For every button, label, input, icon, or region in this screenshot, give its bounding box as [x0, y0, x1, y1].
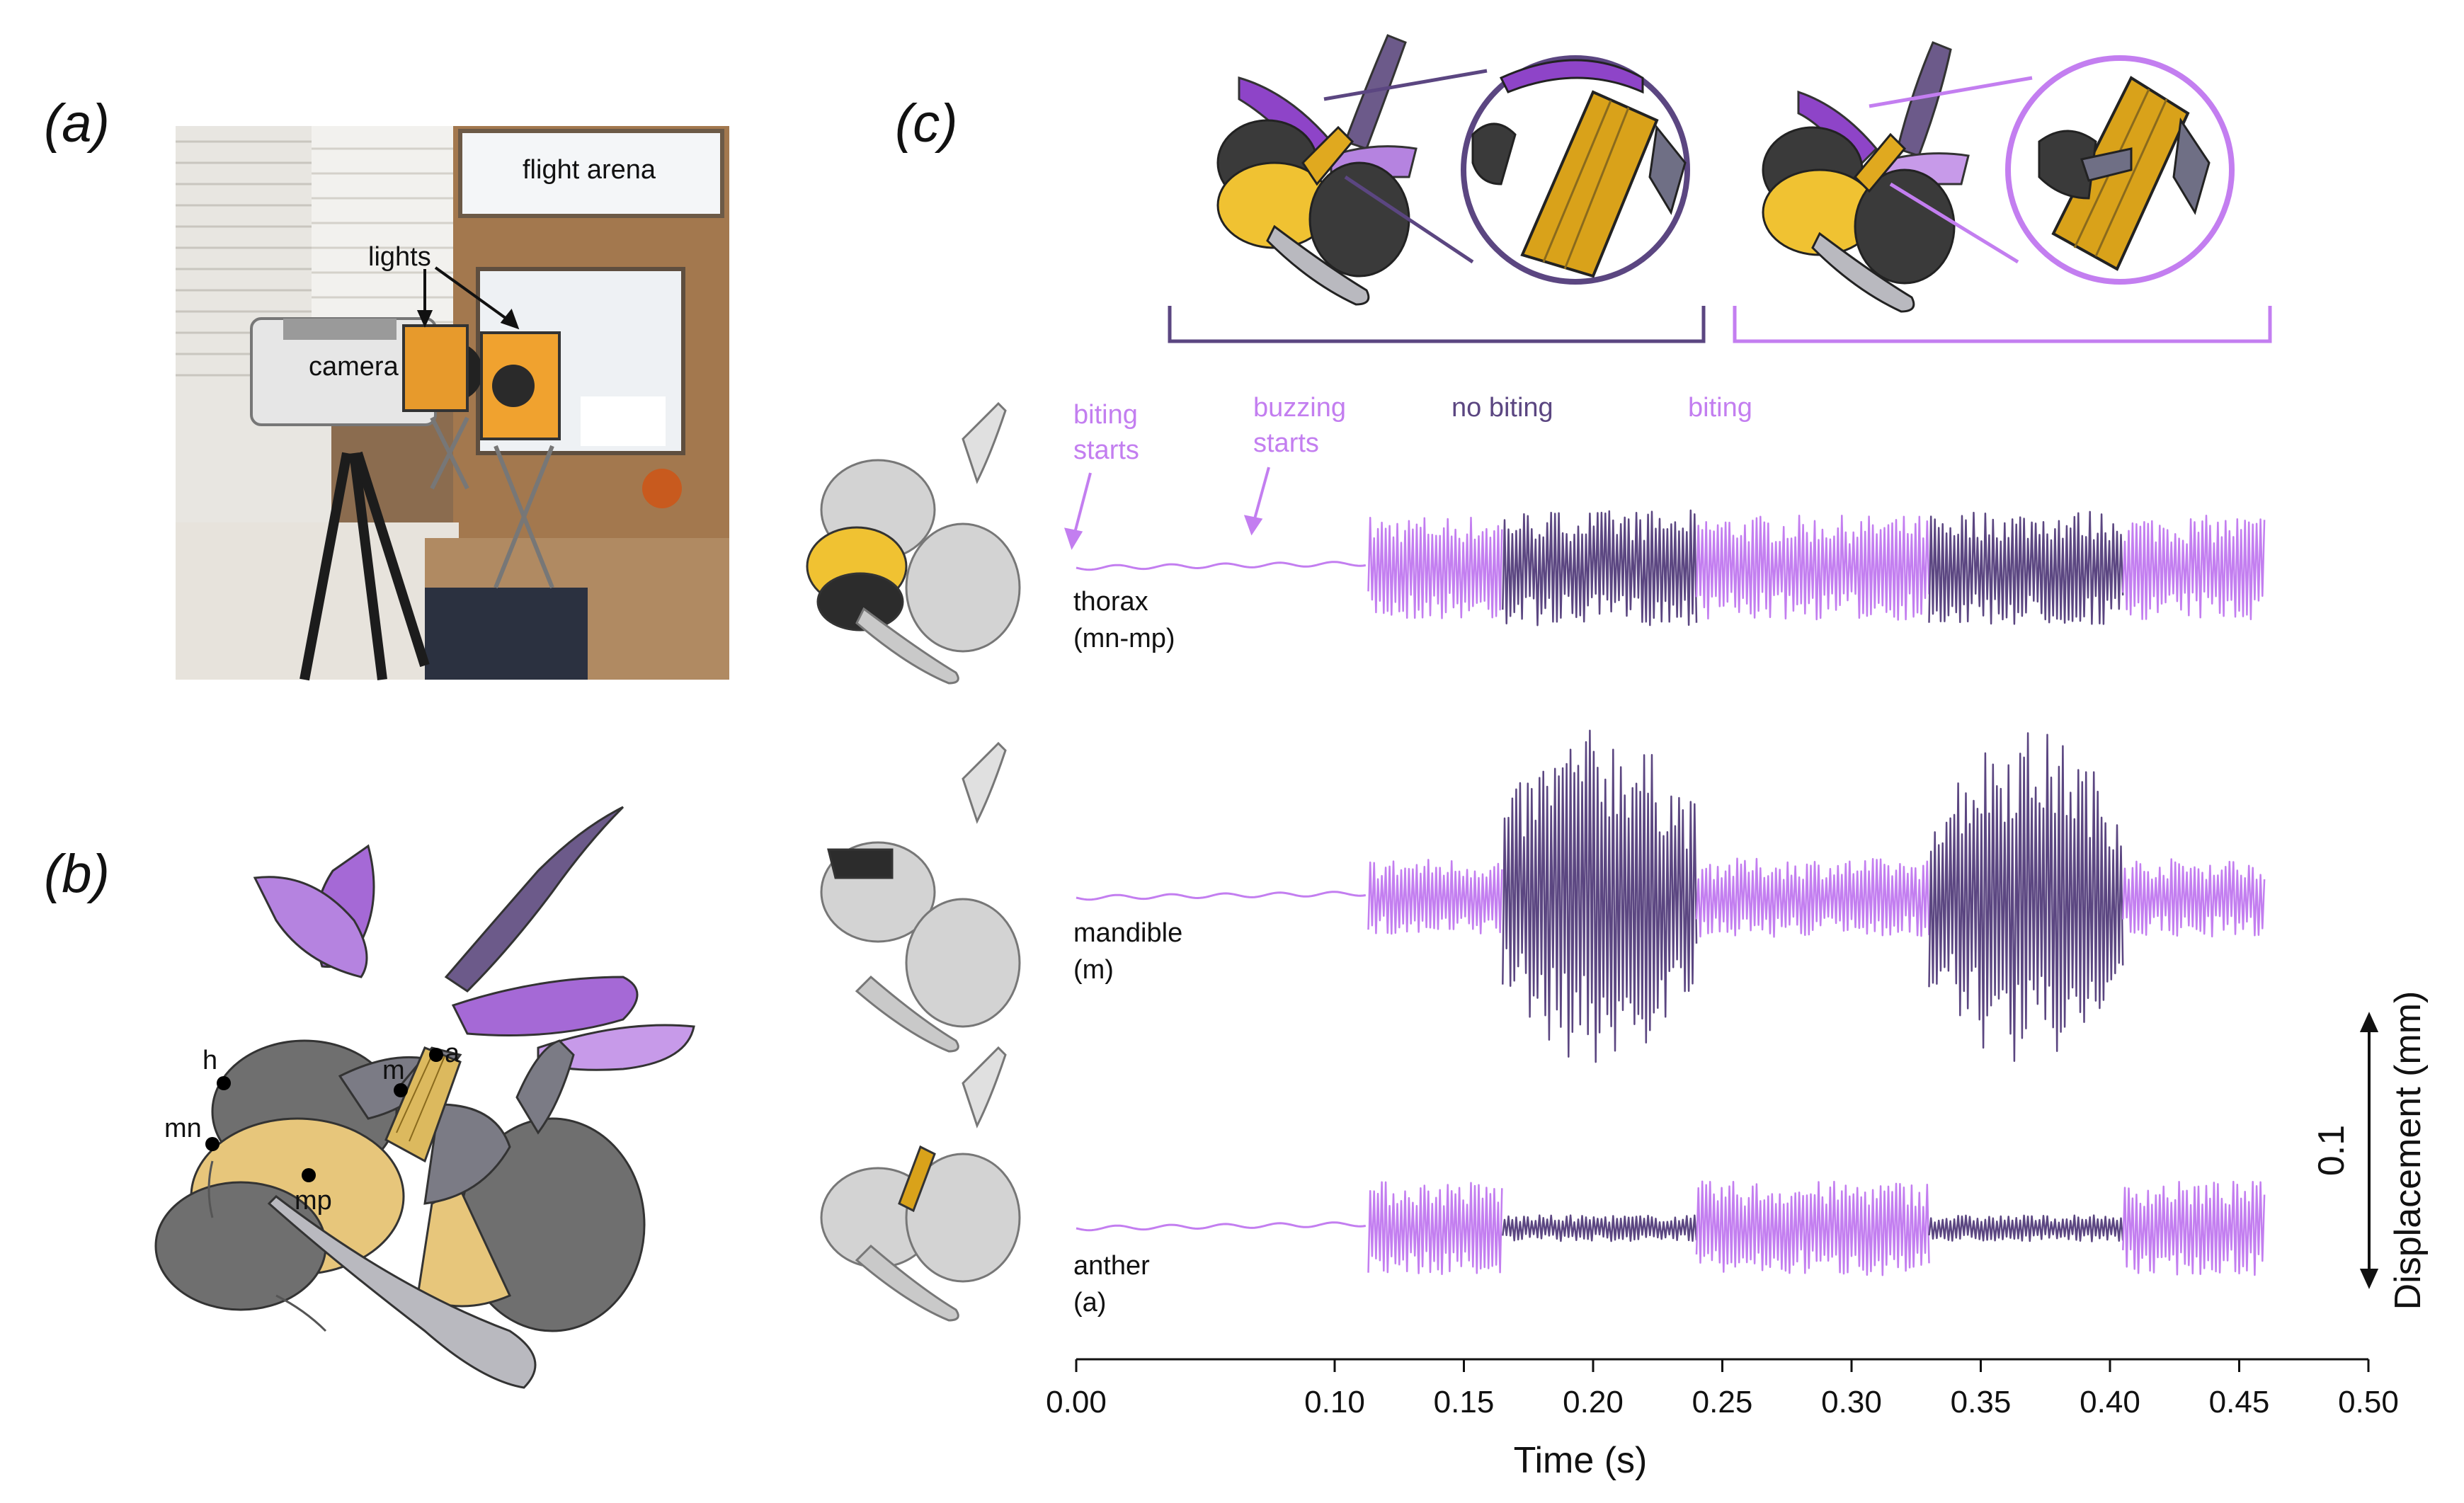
- panel-label-b: (b): [44, 844, 110, 904]
- trace-mandible-no-biting: [1502, 729, 1698, 1063]
- x-axis: 0.00 0.10 0.15 0.20 0.25 0.30 0.35 0.40 0.45 0.50: [1046, 1358, 2399, 1419]
- x-tick-label: 0.15: [1434, 1385, 1495, 1419]
- displacement-traces: [1076, 509, 2266, 1276]
- point-label-a: a: [445, 1039, 460, 1068]
- annotation-biting-starts-line2: starts: [1073, 435, 1139, 465]
- x-tick-label: 0.40: [2080, 1385, 2140, 1419]
- trace-thorax-pre-buzz: [1076, 561, 1367, 571]
- trace-thorax-biting: [2122, 515, 2266, 621]
- bee-on-flower-illustration: [154, 806, 695, 1389]
- label-camera: camera: [309, 352, 399, 382]
- x-tick-label: 0.30: [1821, 1385, 1882, 1419]
- annotation-arrows: [1064, 467, 1270, 550]
- x-tick-label: 0.20: [1563, 1385, 1624, 1419]
- x-tick-label: 0.50: [2338, 1385, 2399, 1419]
- mandible-icon: [820, 741, 1021, 1053]
- series-label-thorax: thorax: [1073, 587, 1148, 617]
- trace-thorax-biting: [1367, 516, 1503, 619]
- label-biting: biting: [1688, 393, 1752, 423]
- x-tick-label: 0.35: [1951, 1385, 2012, 1419]
- x-tick-label: 0.45: [2209, 1385, 2270, 1419]
- trace-mandible-biting: [2122, 858, 2266, 938]
- panel-label-c: (c): [895, 93, 958, 154]
- point-label-mp: mp: [295, 1186, 332, 1216]
- annotation-buzzing-starts-line1: buzzing: [1253, 393, 1346, 423]
- trace-anther-no-biting: [1502, 1214, 1698, 1242]
- series-sub-anther: (a): [1073, 1288, 1106, 1318]
- trace-anther-biting: [2122, 1180, 2266, 1276]
- thorax-icon: [806, 401, 1021, 685]
- series-label-anther: anther: [1073, 1251, 1150, 1281]
- label-lights: lights: [368, 242, 431, 272]
- point-label-mn: mn: [164, 1114, 202, 1143]
- trace-mandible-biting: [1367, 859, 1503, 935]
- label-flight-arena: flight arena: [523, 155, 656, 185]
- series-label-mandible: mandible: [1073, 918, 1182, 948]
- annotation-biting-starts-line1: biting: [1073, 400, 1138, 430]
- x-axis-title: Time (s): [1514, 1440, 1648, 1481]
- no-biting-illustration: [1216, 34, 1690, 306]
- y-axis-title: Displacement (mm): [2388, 991, 2429, 1310]
- trace-anther-pre-buzz: [1076, 1221, 1367, 1232]
- scale-bar-value: 0.1: [2311, 1125, 2352, 1176]
- trace-anther-no-biting: [1928, 1214, 2124, 1242]
- scale-bar: [2359, 1012, 2379, 1289]
- panel-label-a: (a): [44, 93, 110, 154]
- trace-mandible-no-biting: [1928, 732, 2124, 1063]
- flight-arena-photo: [176, 126, 729, 681]
- x-tick-label: 0.25: [1692, 1385, 1753, 1419]
- series-sub-mandible: (m): [1073, 955, 1114, 985]
- x-tick-label: 0.10: [1304, 1385, 1365, 1419]
- x-tick-label: 0.00: [1046, 1385, 1107, 1419]
- label-no-biting: no biting: [1451, 393, 1553, 423]
- trace-anther-biting: [1695, 1180, 1930, 1276]
- trace-mandible-pre-buzz: [1076, 891, 1367, 901]
- annotation-buzzing-starts-line2: starts: [1253, 428, 1319, 458]
- trace-thorax-no-biting: [1502, 509, 1698, 627]
- trace-anther-biting: [1367, 1181, 1503, 1276]
- point-label-m: m: [382, 1056, 405, 1085]
- point-label-h: h: [203, 1046, 217, 1075]
- trace-thorax-biting: [1695, 514, 1930, 621]
- trace-mandible-biting: [1695, 857, 1930, 938]
- biting-illustration: [1762, 41, 2235, 313]
- trace-thorax-no-biting: [1928, 510, 2124, 625]
- series-sub-thorax: (mn-mp): [1073, 624, 1175, 653]
- bracket-biting: [1733, 306, 2272, 343]
- bracket-no-biting: [1168, 306, 1706, 343]
- anther-icon: [820, 1046, 1021, 1322]
